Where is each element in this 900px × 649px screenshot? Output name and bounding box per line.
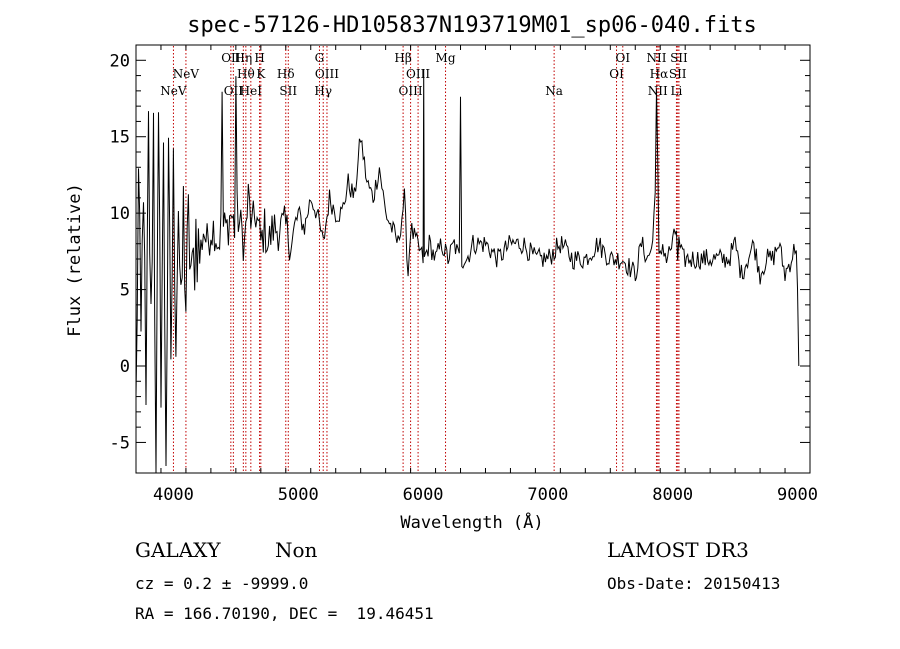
emission-line-label: Hη bbox=[235, 51, 253, 65]
x-axis-label: Wavelength (Å) bbox=[400, 511, 543, 533]
emission-line-label: Hθ bbox=[237, 67, 255, 81]
y-tick-label: 15 bbox=[110, 128, 130, 148]
coordinates: RA = 166.70190, DEC = 19.46451 bbox=[135, 604, 434, 623]
obs-date: Obs-Date: 20150413 bbox=[607, 574, 781, 593]
emission-line-markers bbox=[172, 46, 680, 472]
emission-line-label: Mg bbox=[436, 51, 456, 65]
y-tick-label: 0 bbox=[120, 357, 130, 377]
emission-line-label: Na bbox=[545, 84, 563, 98]
emission-line-label: Hγ bbox=[314, 84, 332, 98]
emission-line-label: H bbox=[254, 51, 264, 65]
emission-line-label: SII bbox=[279, 84, 297, 98]
x-tick-label: 7000 bbox=[527, 485, 568, 505]
emission-line-label: Hα bbox=[650, 67, 669, 81]
y-tick-label: -5 bbox=[110, 433, 130, 453]
emission-line-label: Li bbox=[671, 84, 683, 98]
x-axis-ticks: 4000 5000 6000 7000 8000 9000 bbox=[135, 45, 818, 505]
chart-title: spec-57126-HD105837N193719M01_sp06-040.f… bbox=[187, 13, 757, 38]
emission-line-label: NII bbox=[646, 51, 666, 65]
emission-line-label: G bbox=[315, 51, 325, 65]
emission-line-label: OII bbox=[221, 51, 241, 65]
emission-line-label: Hβ bbox=[394, 51, 411, 65]
object-subclass: Non bbox=[275, 538, 318, 562]
emission-line-label: NeV bbox=[160, 84, 187, 98]
emission-line-label: K bbox=[256, 67, 266, 81]
spectrum-line bbox=[135, 69, 800, 474]
x-tick-label: 5000 bbox=[278, 485, 319, 505]
survey-name: LAMOST DR3 bbox=[607, 538, 749, 562]
emission-line-label: OII bbox=[224, 84, 244, 98]
object-class: GALAXY bbox=[135, 538, 221, 562]
y-axis-label: Flux (relative) bbox=[65, 183, 85, 337]
x-tick-label: 8000 bbox=[652, 485, 693, 505]
emission-line-label: SII bbox=[669, 67, 687, 81]
emission-line-label: SII bbox=[670, 51, 688, 65]
emission-line-label: OI bbox=[609, 67, 624, 81]
y-axis-ticks: -5 0 5 10 15 20 bbox=[110, 44, 810, 453]
plot-frame bbox=[135, 44, 811, 474]
emission-line-label: OIII bbox=[406, 67, 430, 81]
emission-line-label: OIII bbox=[399, 84, 423, 98]
emission-line-label: OIII bbox=[315, 67, 339, 81]
emission-line-label: OI bbox=[615, 51, 630, 65]
emission-line-label: NeV bbox=[173, 67, 200, 81]
x-tick-label: 6000 bbox=[403, 485, 444, 505]
x-tick-label: 4000 bbox=[153, 485, 194, 505]
y-tick-label: 10 bbox=[110, 204, 130, 224]
emission-line-label: Hδ bbox=[277, 67, 295, 81]
y-tick-label: 20 bbox=[110, 51, 130, 71]
emission-line-label: HeI bbox=[240, 84, 263, 98]
spectrum-series bbox=[135, 69, 800, 474]
x-tick-label: 9000 bbox=[777, 485, 818, 505]
emission-line-label: NII bbox=[648, 84, 668, 98]
redshift-line: cz = 0.2 ± -9999.0 bbox=[135, 574, 309, 593]
y-tick-label: 5 bbox=[120, 281, 130, 301]
